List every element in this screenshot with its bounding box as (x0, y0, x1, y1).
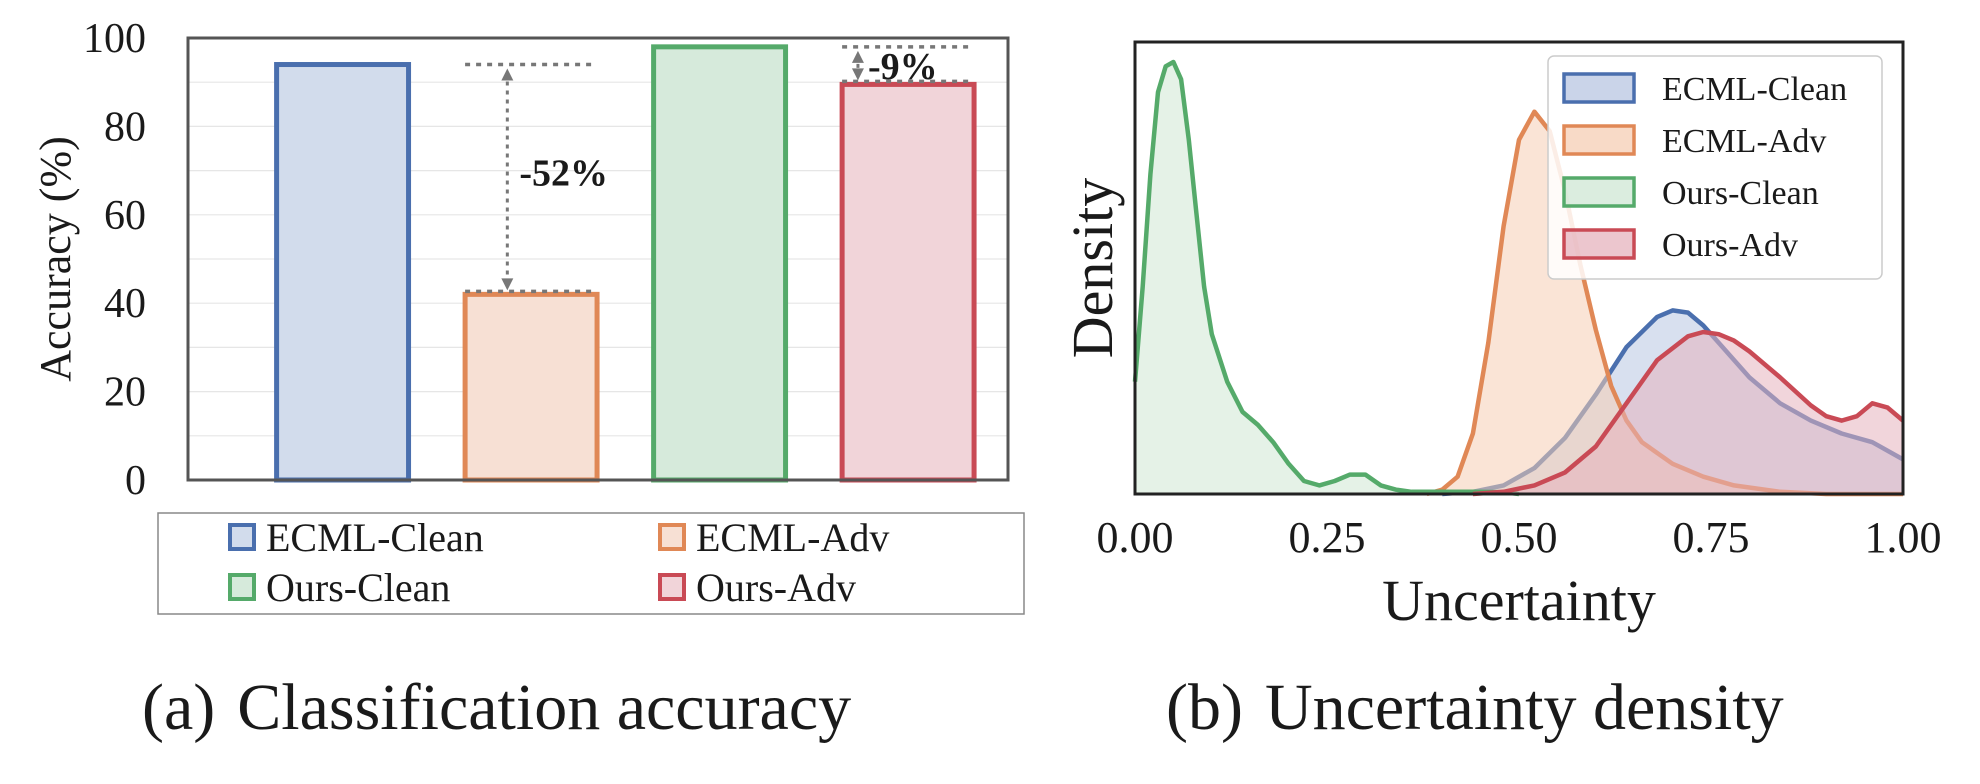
uncertainty-density-chart: 0.00 0.25 0.50 0.75 1.00 Density Uncertainty… (1060, 40, 1942, 633)
y-tick-label: 0 (125, 458, 146, 504)
density-legend-items: ECML-Clean ECML-Adv Ours-Clean Ours-Adv (1562, 71, 1847, 264)
density-y-axis-label: Density (1060, 178, 1125, 358)
drop-percent-label: -9% (868, 46, 938, 88)
density-area-ours-adv (1472, 332, 1903, 494)
density-line-ours-clean (1132, 59, 1520, 497)
legend-swatch (658, 523, 686, 551)
caption-b-text: Uncertainty density (1264, 671, 1784, 744)
y-tick-label: 80 (104, 104, 146, 150)
bar-ours-adv (839, 81, 977, 483)
legend-label: ECML-Adv (1662, 123, 1826, 160)
density-legend-box (1547, 55, 1883, 280)
drop-percent-label: -52% (519, 152, 608, 194)
accuracy-plot-frame (186, 36, 1010, 482)
legend-label: ECML-Clean (266, 515, 484, 560)
bar-ecml-clean (274, 62, 412, 483)
accuracy-legend: ECML-Clean ECML-Adv Ours-Clean Ours-Adv (157, 512, 1025, 615)
density-x-ticks: 0.00 0.25 0.50 0.75 1.00 (1097, 513, 1942, 562)
legend-label: Ours-Adv (696, 565, 856, 610)
y-tick-label: 100 (83, 16, 146, 62)
legend-label: ECML-Clean (1662, 71, 1847, 108)
legend-swatch (1562, 176, 1636, 208)
density-line-ours-adv (1472, 329, 1905, 497)
accuracy-legend-items: ECML-Clean ECML-Adv Ours-Clean Ours-Adv (228, 515, 889, 610)
legend-label: Ours-Clean (1662, 175, 1819, 212)
legend-swatch (228, 573, 256, 601)
legend-swatch (1562, 124, 1636, 156)
legend-swatch (658, 573, 686, 601)
accuracy-drop-annotations: -52% -9% (465, 45, 975, 294)
accuracy-y-axis-label: Accuracy (%) (31, 136, 80, 382)
density-legend: ECML-Clean ECML-Adv Ours-Clean Ours-Adv (1547, 55, 1883, 280)
bar-ecml-adv (462, 291, 600, 483)
caption-b-tag: (b) (1166, 671, 1243, 744)
legend-label: ECML-Adv (696, 515, 889, 560)
y-tick-label: 40 (104, 281, 146, 327)
x-tick-label: 0.25 (1289, 513, 1366, 562)
caption-b: (b) Uncertainty density (1166, 670, 1784, 746)
legend-swatch (1562, 228, 1636, 260)
arrow-head-up (851, 50, 864, 63)
caption-a: (a) Classification accuracy (142, 670, 851, 746)
arrow-head-down (851, 68, 864, 81)
caption-a-text: Classification accuracy (237, 671, 852, 744)
arrow-head-down (501, 278, 514, 291)
legend-swatch (228, 523, 256, 551)
caption-a-tag: (a) (142, 671, 216, 744)
legend-label: Ours-Clean (266, 565, 450, 610)
x-tick-label: 1.00 (1865, 513, 1942, 562)
x-tick-label: 0.50 (1481, 513, 1558, 562)
density-curves (1132, 59, 1905, 497)
y-tick-label: 20 (104, 370, 146, 416)
density-area-ours-clean (1135, 62, 1519, 494)
legend-swatch (1562, 72, 1636, 104)
bar-ours-clean (651, 44, 789, 483)
accuracy-bars (274, 44, 977, 483)
x-tick-label: 0.75 (1673, 513, 1750, 562)
density-x-axis-label: Uncertainty (1382, 568, 1656, 633)
density-plot-frame (1133, 40, 1905, 496)
density-area-ecml-adv (1426, 111, 1903, 494)
y-tick-label: 60 (104, 193, 146, 239)
arrow-head-up (501, 68, 514, 81)
accuracy-y-ticks: 0 20 40 60 80 100 (83, 16, 146, 504)
legend-label: Ours-Adv (1662, 227, 1798, 264)
x-tick-label: 0.00 (1097, 513, 1174, 562)
accuracy-legend-box (157, 512, 1025, 615)
accuracy-bar-chart: -52% -9% 0 20 40 60 80 100 Accuracy (%) ECML-C… (31, 16, 1025, 615)
